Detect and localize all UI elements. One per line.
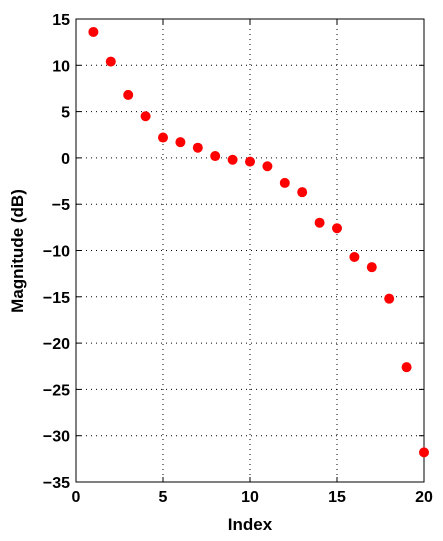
y-tick-label: 15 — [52, 12, 70, 29]
data-point — [210, 151, 221, 162]
data-point — [88, 26, 99, 37]
y-tick-label: 10 — [52, 58, 70, 75]
data-point — [384, 293, 395, 304]
data-point — [332, 223, 342, 234]
x-tick-label: 10 — [241, 489, 259, 506]
x-tick-label: 15 — [328, 489, 346, 506]
grid-lines — [76, 19, 424, 482]
data-point — [175, 137, 186, 148]
data-point — [105, 56, 116, 67]
data-point — [366, 262, 377, 273]
data-point — [279, 177, 290, 188]
x-axis-title: Index — [228, 515, 273, 534]
y-tick-label: −10 — [43, 244, 70, 261]
data-point — [419, 447, 429, 458]
y-axis-title: Magnitude (dB) — [8, 189, 27, 313]
x-tick-label: 5 — [159, 489, 168, 506]
data-point — [401, 362, 412, 373]
axis-ticks: 0 5 10 15 20 15 10 5 0 −5 −10 −15 −20 −25 −30 −35 — [43, 12, 433, 506]
x-tick-label: 20 — [415, 489, 433, 506]
data-point — [123, 89, 134, 100]
data-point — [192, 142, 203, 153]
x-tick-label: 0 — [72, 489, 81, 506]
data-point — [245, 156, 255, 167]
data-points — [88, 26, 429, 458]
y-tick-label: −30 — [43, 429, 70, 446]
data-point — [349, 251, 360, 262]
y-tick-label: 0 — [61, 151, 70, 168]
data-point — [158, 132, 168, 143]
y-tick-label: −5 — [52, 197, 70, 214]
y-tick-label: −20 — [43, 336, 70, 353]
y-tick-label: 5 — [61, 105, 70, 122]
y-tick-label: −35 — [43, 475, 70, 492]
y-tick-label: −15 — [43, 290, 70, 307]
y-tick-label: −25 — [43, 382, 70, 399]
data-point — [140, 111, 151, 122]
data-point — [262, 161, 273, 172]
data-point — [297, 187, 308, 198]
data-point — [227, 154, 238, 165]
data-point — [314, 217, 325, 228]
